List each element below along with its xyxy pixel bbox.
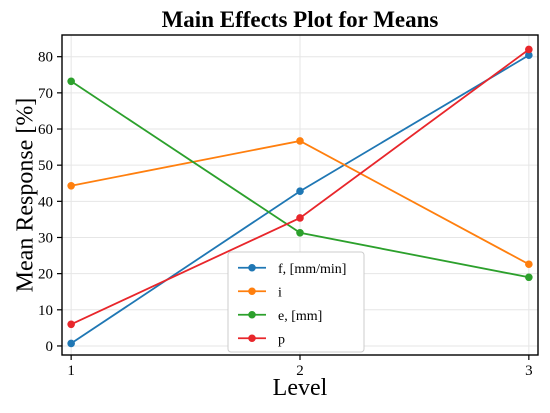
legend-swatch-marker <box>248 263 256 272</box>
grid <box>62 35 538 355</box>
data-point <box>296 137 304 145</box>
y-tick-label: 20 <box>38 267 53 283</box>
legend-item: e, [mm] <box>238 309 322 324</box>
legend-swatch-marker <box>248 310 256 319</box>
axes: 1 2 3 0 10 20 30 40 50 60 70 80 <box>38 34 539 379</box>
legend-swatch-marker <box>248 287 256 296</box>
y-tick-label: 10 <box>38 303 53 319</box>
y-axis-title: Mean Response [%] <box>13 98 39 293</box>
series-p <box>67 45 533 329</box>
y-tick-label: 0 <box>46 339 54 355</box>
series-layer <box>67 45 533 348</box>
y-tick-label: 70 <box>38 86 53 102</box>
y-axis-ticks: 0 10 20 30 40 50 60 70 80 <box>38 50 62 355</box>
data-point <box>525 45 533 54</box>
y-tick-label: 40 <box>38 194 53 210</box>
legend-box <box>227 251 365 353</box>
x-axis-ticks: 1 2 3 <box>67 355 533 379</box>
y-tick-label: 30 <box>38 230 53 246</box>
legend-label: p <box>278 332 285 347</box>
legend: f, [mm/min] i e, [mm] p <box>227 251 365 353</box>
y-tick-label: 60 <box>38 122 53 138</box>
x-tick-label: 3 <box>525 363 533 379</box>
legend-item: f, [mm/min] <box>238 262 346 277</box>
x-axis-title: Level <box>273 375 328 401</box>
legend-label: f, [mm/min] <box>278 262 346 277</box>
data-point <box>67 320 75 329</box>
legend-items: f, [mm/min] i e, [mm] p <box>238 262 346 347</box>
data-point <box>67 181 75 190</box>
data-point <box>67 339 75 348</box>
chart-title: Main Effects Plot for Means <box>162 7 439 32</box>
series-f-mm-min <box>67 51 533 348</box>
legend-label: e, [mm] <box>278 309 322 324</box>
legend-item: p <box>238 332 285 347</box>
x-tick-label: 2 <box>296 363 304 379</box>
x-tick-label: 1 <box>67 363 75 379</box>
legend-item: i <box>238 285 282 300</box>
series-e-mm <box>67 77 533 282</box>
legend-swatch-marker <box>248 334 256 343</box>
y-tick-label: 80 <box>38 50 53 66</box>
data-point <box>525 260 533 269</box>
data-point <box>525 273 533 282</box>
data-point <box>67 77 75 86</box>
legend-label: i <box>278 285 282 300</box>
y-tick-label: 50 <box>38 158 53 174</box>
data-point <box>296 214 304 222</box>
series-i <box>67 137 533 269</box>
data-point <box>296 187 304 196</box>
data-point <box>296 228 304 237</box>
data-point <box>525 51 533 60</box>
